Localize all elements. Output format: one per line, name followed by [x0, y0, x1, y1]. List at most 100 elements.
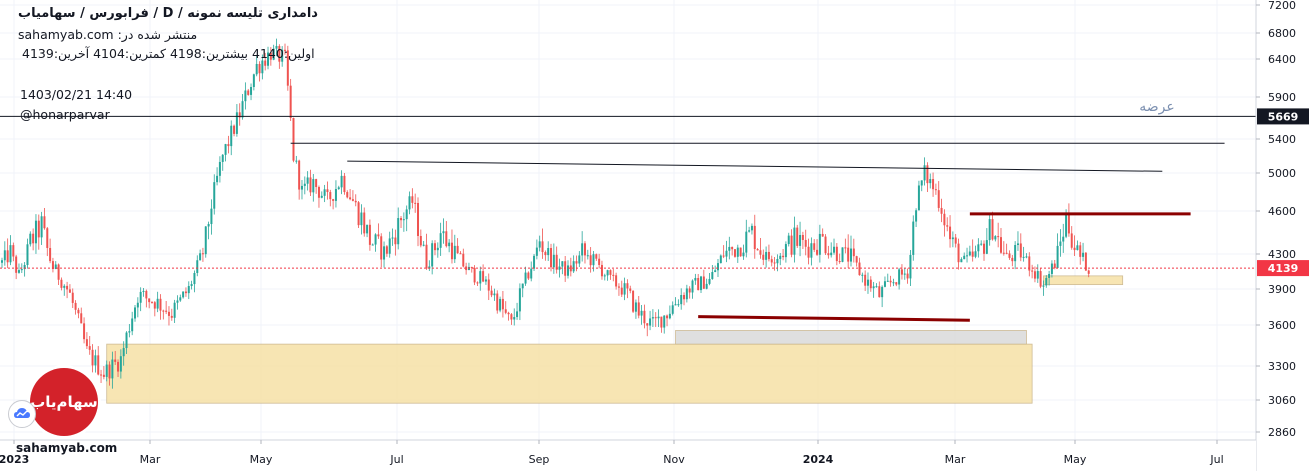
candle [790, 229, 793, 258]
candle-body [298, 160, 301, 190]
candle-body [999, 237, 1002, 253]
candle [224, 143, 227, 162]
candle-body [657, 316, 660, 319]
candle [383, 241, 386, 268]
candle-body [589, 255, 592, 266]
candle [334, 180, 337, 208]
candle-body [937, 190, 940, 208]
candle-body [700, 276, 703, 291]
candle [943, 209, 946, 237]
candle [388, 231, 391, 258]
candle [784, 241, 787, 263]
candle-body [569, 265, 572, 272]
candle [221, 154, 224, 171]
candle-body [428, 266, 431, 269]
candle [1050, 260, 1053, 278]
candle [847, 234, 850, 268]
candle-body [1022, 256, 1025, 258]
time-tick-label: Jul [389, 453, 403, 466]
candle-body [371, 244, 374, 246]
candle-body [210, 208, 213, 225]
candle-body [227, 144, 230, 147]
candle-body [731, 246, 734, 250]
candle-body [561, 261, 564, 267]
candle-body [651, 317, 654, 319]
candle-body [858, 262, 861, 276]
candle-body [770, 259, 773, 263]
candle [428, 260, 431, 271]
candle [235, 104, 238, 137]
candle-body [167, 311, 170, 316]
candle [422, 241, 425, 247]
candle-body [552, 254, 555, 268]
timestamp: 1403/02/21 14:40 [20, 87, 133, 102]
candle [637, 295, 640, 319]
candle-body [600, 264, 603, 277]
candle-body [756, 249, 759, 251]
candle-body [728, 246, 731, 251]
candle [448, 239, 451, 253]
time-tick-label: Mar [140, 453, 161, 466]
candle-body [736, 247, 739, 257]
candle-body [934, 189, 937, 191]
candle [852, 238, 855, 263]
sahamyab-logo-icon: سهام‌یاب [30, 368, 98, 436]
candle-body [473, 267, 476, 283]
candle-body [26, 244, 29, 266]
candle [400, 215, 403, 228]
candle [807, 238, 810, 265]
candle [292, 117, 295, 163]
candle-body [159, 298, 162, 311]
candle [111, 351, 114, 389]
candle-body [544, 252, 547, 256]
candle-body [1048, 273, 1051, 278]
candle [864, 270, 867, 292]
candle-body [317, 187, 320, 198]
candle [1087, 269, 1090, 278]
candle [433, 240, 436, 256]
candle [980, 240, 983, 246]
candle [397, 207, 400, 250]
candle-body [323, 189, 326, 196]
candle-body [252, 74, 255, 88]
candle-body [9, 245, 12, 263]
candle [309, 169, 312, 196]
time-axis[interactable]: 2023 Mar May Jul Sep Nov 2024 Mar May Jul [0, 439, 1256, 471]
candle [951, 231, 954, 248]
time-axis-bg [0, 440, 1256, 471]
candle [380, 233, 383, 268]
candle [479, 266, 482, 291]
candle-body [281, 49, 284, 62]
candle [360, 204, 363, 235]
candle-body [34, 220, 37, 244]
cloud-chart-icon[interactable] [8, 400, 36, 428]
candle [827, 245, 830, 259]
candle [660, 316, 663, 333]
candle-body [187, 286, 190, 294]
candle [323, 184, 326, 203]
candle [567, 260, 569, 279]
candle [131, 311, 134, 336]
candle [252, 73, 255, 91]
price-tick-label: 2860 [1268, 426, 1296, 439]
candles [1, 38, 1090, 389]
candle-body [479, 271, 482, 284]
candle-body [649, 318, 652, 326]
candle [216, 167, 219, 186]
candle [634, 299, 637, 319]
candle-body [1062, 236, 1065, 242]
price-axis[interactable]: 7200 6800 6400 5900 5400 5000 4600 4300 3900 3600… [1255, 0, 1310, 471]
candle-body [878, 286, 881, 298]
time-tick-label: Nov [663, 453, 685, 466]
candle [425, 233, 428, 270]
candle-body [94, 355, 97, 366]
candle-body [49, 247, 52, 262]
candle [295, 155, 298, 164]
candle-body [866, 279, 869, 286]
candle [1070, 226, 1073, 250]
candle-body [567, 265, 569, 276]
candle-body [838, 261, 841, 263]
candle-body [388, 238, 391, 254]
candle-body [671, 305, 674, 314]
